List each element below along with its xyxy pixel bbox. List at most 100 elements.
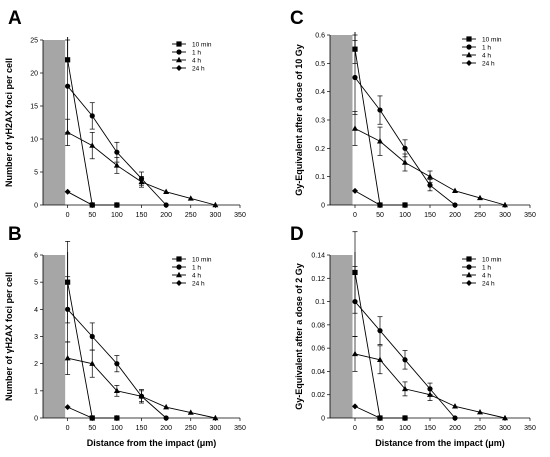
- data-point: [477, 408, 483, 415]
- x-axis-label: Distance from the impact (μm): [87, 438, 217, 448]
- x-tick-label: 100: [399, 425, 411, 432]
- legend-marker: [466, 264, 472, 270]
- panel-label: B: [8, 224, 22, 245]
- x-tick-label: 0: [66, 425, 70, 432]
- data-point: [377, 356, 383, 362]
- y-tick-label: 0.4: [315, 89, 325, 96]
- y-tick-label: 5: [34, 170, 38, 177]
- panel-label: A: [8, 8, 22, 29]
- data-point: [352, 298, 358, 305]
- legend-entry: 10 min: [482, 256, 502, 263]
- x-tick-label: 100: [111, 425, 123, 432]
- x-tick-label: 200: [160, 212, 172, 219]
- data-point: [65, 306, 71, 312]
- data-point: [212, 201, 219, 208]
- data-point: [377, 328, 383, 334]
- data-point: [352, 74, 358, 81]
- x-tick-label: 250: [185, 425, 197, 432]
- y-axis-label: Number of γH2AX foci per cell: [4, 58, 14, 187]
- data-point: [89, 142, 96, 148]
- data-point: [402, 357, 408, 363]
- data-point: [187, 409, 194, 415]
- x-tick-label: 200: [449, 212, 461, 219]
- legend-marker: [176, 280, 182, 286]
- series-24-h: [64, 404, 120, 421]
- x-tick-label: 150: [136, 425, 148, 432]
- series-1-h: [65, 39, 169, 208]
- data-point: [352, 125, 358, 131]
- x-tick-label: 150: [424, 212, 436, 219]
- x-tick-label: 150: [424, 425, 436, 432]
- y-tick-label: 2: [34, 361, 38, 368]
- legend-entry: 10 min: [482, 36, 502, 43]
- legend-entry: 10 min: [192, 256, 212, 263]
- series-24-h: [64, 188, 120, 208]
- x-tick-label: 0: [353, 425, 357, 432]
- data-point: [402, 145, 408, 151]
- data-point: [187, 195, 194, 201]
- x-tick-label: 50: [376, 212, 384, 219]
- x-tick-label: 350: [524, 425, 536, 432]
- data-point: [452, 403, 458, 409]
- series-4-h: [64, 341, 219, 421]
- y-tick-label: 0.02: [311, 392, 325, 399]
- legend-entry: 1 h: [482, 264, 491, 271]
- series-24-h: [352, 403, 408, 421]
- legend-entry: 4 h: [482, 52, 491, 59]
- x-tick-label: 350: [234, 212, 246, 219]
- data-point: [452, 415, 458, 421]
- y-tick-label: 6: [34, 253, 38, 260]
- data-point: [64, 129, 71, 135]
- y-tick-label: 25: [30, 38, 38, 45]
- data-point: [212, 414, 219, 421]
- y-tick-label: 0: [321, 416, 325, 423]
- x-tick-label: 300: [499, 212, 511, 219]
- data-point: [377, 202, 383, 208]
- data-point: [427, 173, 433, 179]
- x-axis-label: Distance from the impact (μm): [375, 438, 505, 448]
- data-point: [402, 159, 408, 165]
- data-point: [163, 415, 169, 421]
- data-point: [427, 391, 433, 397]
- y-tick-label: 0.1: [315, 174, 325, 181]
- shaded-region: [330, 255, 353, 418]
- data-point: [113, 202, 120, 208]
- legend-entry: 24 h: [192, 65, 205, 72]
- data-point: [138, 178, 145, 185]
- data-point: [89, 415, 96, 421]
- legend-entry: 1 h: [192, 49, 201, 56]
- legend-marker: [466, 36, 472, 42]
- legend-marker: [466, 271, 472, 278]
- panel-d: 0 0.02 0.04 0.06 0.08 0.1 0.12 0.14 0 50 100 150 200…: [290, 224, 536, 448]
- data-point: [352, 187, 358, 194]
- y-tick-label: 3: [34, 334, 38, 341]
- data-point: [64, 188, 71, 195]
- legend-entry: 24 h: [482, 280, 495, 287]
- data-point: [477, 194, 483, 201]
- y-tick-label: 15: [30, 104, 38, 111]
- legend-entry: 4 h: [482, 272, 491, 279]
- data-point: [377, 415, 383, 421]
- data-point: [64, 355, 71, 361]
- x-tick-label: 200: [160, 425, 172, 432]
- legend-marker: [176, 56, 182, 63]
- data-point: [113, 387, 120, 394]
- shaded-region: [43, 40, 66, 205]
- legend-marker: [466, 60, 472, 66]
- panel-c: 0 0.1 0.2 0.3 0.4 0.5 0.6 0 50 100 150 200 250 300 350…: [290, 8, 536, 219]
- legend-entry: 24 h: [482, 60, 495, 67]
- data-point: [402, 202, 408, 208]
- x-tick-label: 0: [353, 212, 357, 219]
- data-point: [377, 138, 383, 144]
- shaded-region: [43, 255, 66, 418]
- y-axis-label: Number of γH2AX foci per cell: [4, 272, 14, 401]
- panel-b: 0 1 2 3 4 5 6 0 50 100 150 200 250 300 350 Number of γH…: [4, 224, 246, 448]
- y-tick-label: 5: [34, 280, 38, 287]
- legend-marker: [466, 280, 472, 286]
- series-1-h: [352, 266, 458, 421]
- data-point: [427, 182, 433, 188]
- y-tick-label: 0.12: [311, 276, 325, 283]
